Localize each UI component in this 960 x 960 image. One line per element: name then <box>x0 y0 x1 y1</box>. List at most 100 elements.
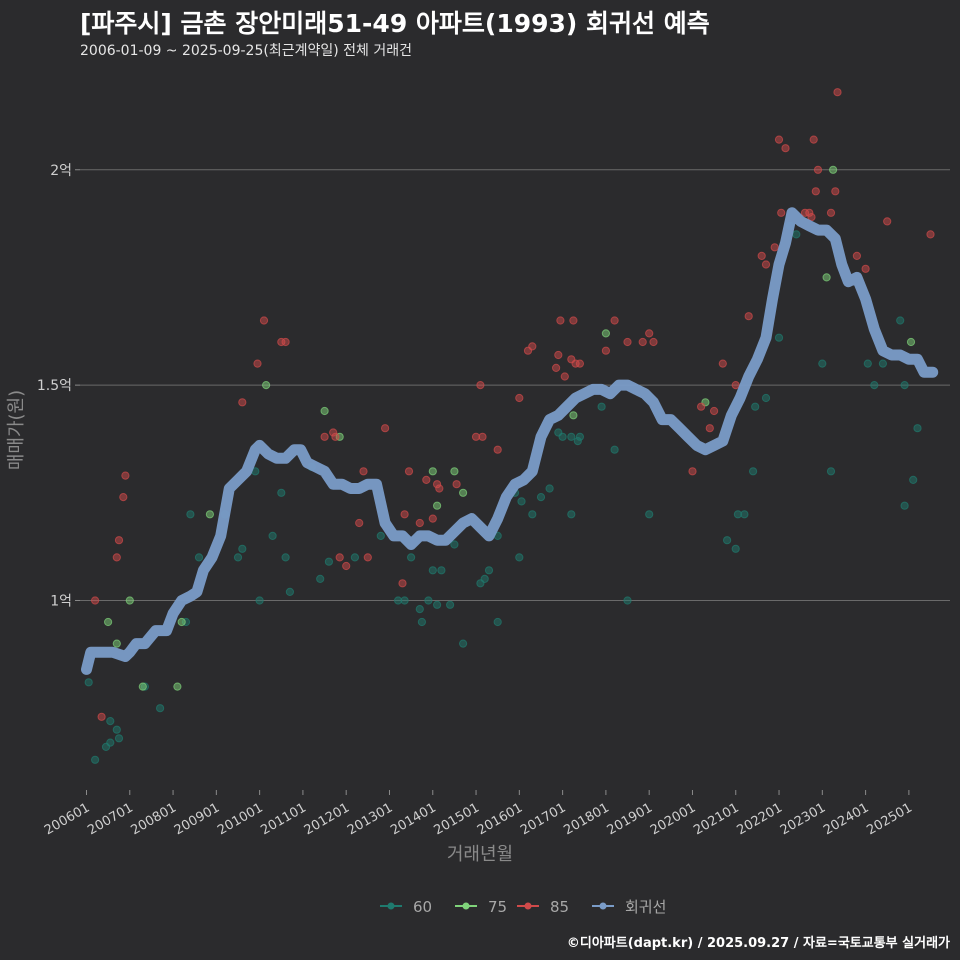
point-60-39 <box>480 574 489 584</box>
x-tick-label-1: 200701 <box>85 800 135 838</box>
point-85-2 <box>112 553 121 562</box>
chart-title: [파주시] 금촌 장안미래51-49 아파트(1993) 회귀선 예측 <box>80 9 710 38</box>
regression-line <box>81 207 939 675</box>
point-75-5 <box>177 617 186 627</box>
scatter-points <box>84 88 935 764</box>
point-60-33 <box>433 600 442 609</box>
x-tick-label-17: 202301 <box>778 800 828 838</box>
point-85-51 <box>697 402 706 411</box>
x-tick-label-15: 202101 <box>691 800 741 838</box>
point-60-14 <box>238 544 247 553</box>
point-85-65 <box>807 213 816 222</box>
point-85-50 <box>688 467 697 476</box>
point-60-65 <box>761 393 771 403</box>
point-60-22 <box>316 574 325 584</box>
point-60-69 <box>818 359 827 368</box>
point-60-56 <box>610 445 619 454</box>
point-75-13 <box>459 488 468 497</box>
point-60-71 <box>863 359 872 368</box>
point-85-74 <box>883 217 892 226</box>
legend: 60 75 85 회귀선 <box>380 898 666 916</box>
point-85-28 <box>452 480 461 489</box>
point-60-5 <box>112 725 121 734</box>
point-85-19 <box>381 424 390 433</box>
point-60-10 <box>186 510 195 519</box>
point-60-41 <box>493 617 502 627</box>
x-tick-label-14: 202001 <box>648 800 698 838</box>
point-85-24 <box>422 475 431 484</box>
point-85-1 <box>97 712 106 721</box>
point-75-1 <box>112 639 121 648</box>
legend-label-0: 60 <box>413 898 432 916</box>
point-85-18 <box>363 553 372 562</box>
point-60-36 <box>450 540 459 549</box>
point-85-52 <box>705 424 714 433</box>
point-60-46 <box>528 510 537 519</box>
point-60-18 <box>277 488 286 497</box>
point-85-62 <box>781 144 790 153</box>
x-tick-label-11: 201701 <box>518 800 568 838</box>
point-75-3 <box>138 682 147 691</box>
point-85-20 <box>398 579 407 588</box>
point-60-51 <box>567 510 576 519</box>
point-75-15 <box>601 329 611 338</box>
point-85-21 <box>400 510 409 519</box>
point-60-37 <box>459 639 468 648</box>
point-60-13 <box>233 553 243 562</box>
point-60-44 <box>515 553 524 562</box>
point-85-0 <box>91 596 100 605</box>
point-60-30 <box>417 617 426 627</box>
regression-line-layer <box>81 207 939 675</box>
point-85-32 <box>493 445 502 454</box>
point-60-68 <box>792 230 801 239</box>
x-tick-label-7: 201301 <box>345 800 395 838</box>
x-axis-ticks: 2006012007012008012009012010012011012012… <box>42 790 915 838</box>
x-tick-label-10: 201601 <box>475 800 525 838</box>
legend-label-3: 회귀선 <box>625 898 666 916</box>
point-75-12 <box>450 467 459 476</box>
point-60-47 <box>536 493 546 502</box>
point-85-4 <box>119 493 128 502</box>
point-75-0 <box>104 617 113 627</box>
point-60-45 <box>517 497 526 506</box>
x-axis-title: 거래년월 <box>447 844 513 865</box>
point-60-73 <box>878 359 888 368</box>
point-85-25 <box>428 514 437 523</box>
point-60-62 <box>740 510 749 519</box>
point-60-19 <box>281 553 290 562</box>
point-85-43 <box>575 359 585 368</box>
point-60-23 <box>324 557 333 566</box>
x-tick-label-6: 201201 <box>302 800 352 838</box>
point-75-7 <box>262 381 271 390</box>
legend-label-2: 85 <box>550 898 569 916</box>
point-85-46 <box>623 337 632 347</box>
legend-marker-1 <box>462 902 470 910</box>
point-85-70 <box>831 187 840 196</box>
point-60-35 <box>446 600 455 609</box>
point-85-61 <box>777 208 786 217</box>
point-85-22 <box>404 467 414 476</box>
point-60-25 <box>376 531 385 541</box>
point-60-24 <box>350 553 359 562</box>
point-85-33 <box>515 393 524 403</box>
point-60-77 <box>909 475 918 484</box>
point-85-56 <box>744 312 753 321</box>
point-60-27 <box>400 596 409 605</box>
x-tick-label-8: 201401 <box>388 800 438 838</box>
point-60-16 <box>255 596 264 605</box>
point-85-67 <box>811 187 820 196</box>
x-tick-label-3: 200901 <box>172 800 222 838</box>
x-tick-label-13: 201901 <box>605 800 655 838</box>
point-60-57 <box>623 596 632 605</box>
point-85-37 <box>554 350 563 360</box>
point-85-60 <box>774 135 784 144</box>
point-85-3 <box>114 536 124 545</box>
point-85-71 <box>833 88 842 97</box>
point-85-11 <box>320 432 329 441</box>
point-75-10 <box>428 467 437 476</box>
point-85-55 <box>731 381 740 390</box>
x-tick-label-4: 201001 <box>215 800 265 838</box>
point-85-39 <box>560 372 569 381</box>
point-60-3 <box>106 738 115 747</box>
